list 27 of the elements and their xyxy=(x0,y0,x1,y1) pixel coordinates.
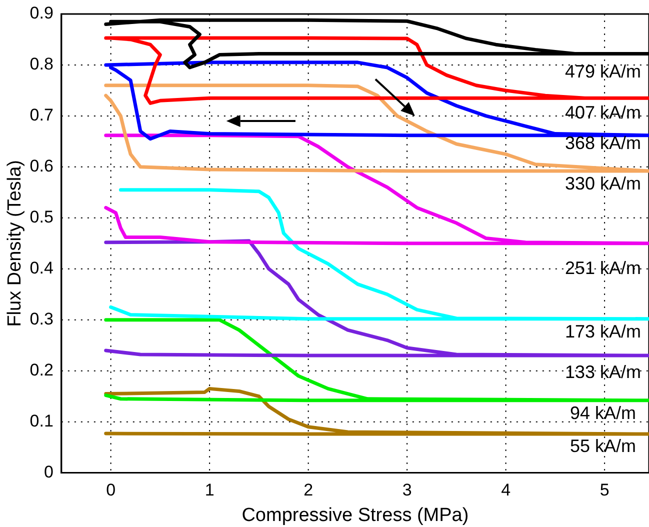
x-tick-label: 4 xyxy=(501,480,511,500)
y-tick-label: 0.9 xyxy=(30,4,54,23)
y-tick-label: 0.6 xyxy=(30,156,54,176)
annotation: 368 kA/m xyxy=(564,132,642,153)
y-tick-label: 0.5 xyxy=(30,208,54,227)
y-tick-label: 0 xyxy=(44,462,54,482)
annotation: 479 kA/m xyxy=(564,62,642,82)
annotation: 251 kA/m xyxy=(564,258,642,278)
y-axis-title: Flux Density (Tesla) xyxy=(4,160,26,327)
x-tick-label: 5 xyxy=(600,480,610,500)
x-tick-label: 3 xyxy=(402,480,412,500)
x-tick-label: 0 xyxy=(106,480,116,500)
y-tick-label: 0.1 xyxy=(30,412,54,431)
y-tick-label: 0.7 xyxy=(30,106,54,125)
y-tick-label: 0.4 xyxy=(30,258,54,278)
annotation: 330 kA/m xyxy=(564,174,642,194)
x-tick-label: 1 xyxy=(204,480,214,500)
y-tick-label: 0.2 xyxy=(30,360,54,380)
annotation: 133 kA/m xyxy=(564,362,642,382)
y-tick-label: 0.8 xyxy=(30,54,54,74)
x-axis-title: Compressive Stress (MPa) xyxy=(242,504,469,526)
annotation: 55 kA/m xyxy=(570,436,636,456)
y-tick-label: 0.3 xyxy=(30,310,54,329)
annotation: 94 kA/m xyxy=(570,403,636,424)
x-tick-label: 2 xyxy=(304,480,314,500)
annotation: 407 kA/m xyxy=(564,102,642,123)
annotation: 173 kA/m xyxy=(564,321,642,342)
